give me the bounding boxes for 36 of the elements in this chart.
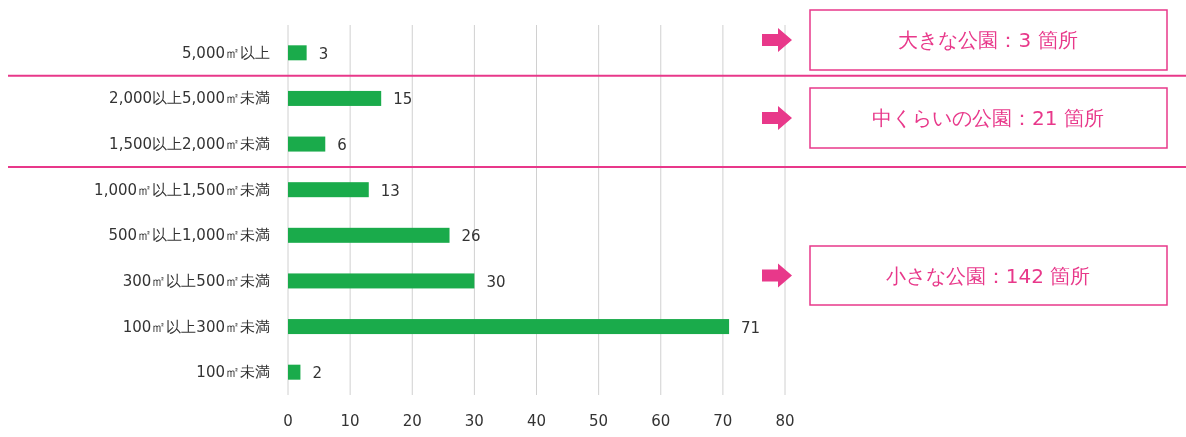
bar xyxy=(288,273,475,289)
data-label: 15 xyxy=(393,90,413,109)
data-label: 3 xyxy=(318,44,329,63)
annotation-box: 大きな公園：3 箇所 xyxy=(809,9,1168,71)
y-tick-label: 5,000㎡以上 xyxy=(182,43,270,62)
x-tick-label: 80 xyxy=(775,412,795,430)
data-label: 2 xyxy=(312,364,322,383)
bar xyxy=(288,45,307,61)
data-label: 26 xyxy=(461,227,481,246)
x-tick-label: 10 xyxy=(340,412,360,430)
x-tick-label: 0 xyxy=(283,412,293,430)
x-tick-label: 60 xyxy=(651,412,671,430)
bar xyxy=(288,319,730,335)
data-label: 6 xyxy=(337,136,347,155)
y-tick-label: 1,500以上2,000㎡未満 xyxy=(109,135,270,154)
x-tick-label: 40 xyxy=(526,412,547,430)
x-tick-label: 30 xyxy=(464,412,484,430)
y-tick-label: 100㎡未満 xyxy=(196,363,270,382)
x-tick-label: 20 xyxy=(402,412,422,430)
y-tick-label: 100㎡以上300㎡未満 xyxy=(122,317,270,336)
annotation-box: 中くらいの公園：21 箇所 xyxy=(809,87,1168,149)
data-label: 13 xyxy=(380,181,400,200)
bar xyxy=(288,136,326,152)
bar xyxy=(288,182,369,198)
y-tick-label: 300㎡以上500㎡未満 xyxy=(122,271,270,290)
y-tick-label: 500㎡以上1,000㎡未満 xyxy=(108,226,270,245)
annotation-box: 小さな公園：142 箇所 xyxy=(809,245,1168,306)
y-tick-label: 2,000以上5,000㎡未満 xyxy=(109,89,270,108)
bar xyxy=(288,227,450,243)
x-tick-label: 70 xyxy=(713,412,733,430)
data-label: 71 xyxy=(741,318,761,337)
bar xyxy=(288,364,301,380)
x-tick-label: 50 xyxy=(589,412,609,430)
bar xyxy=(288,90,382,106)
data-label: 30 xyxy=(486,272,506,291)
y-tick-label: 1,000㎡以上1,500㎡未満 xyxy=(94,180,270,199)
